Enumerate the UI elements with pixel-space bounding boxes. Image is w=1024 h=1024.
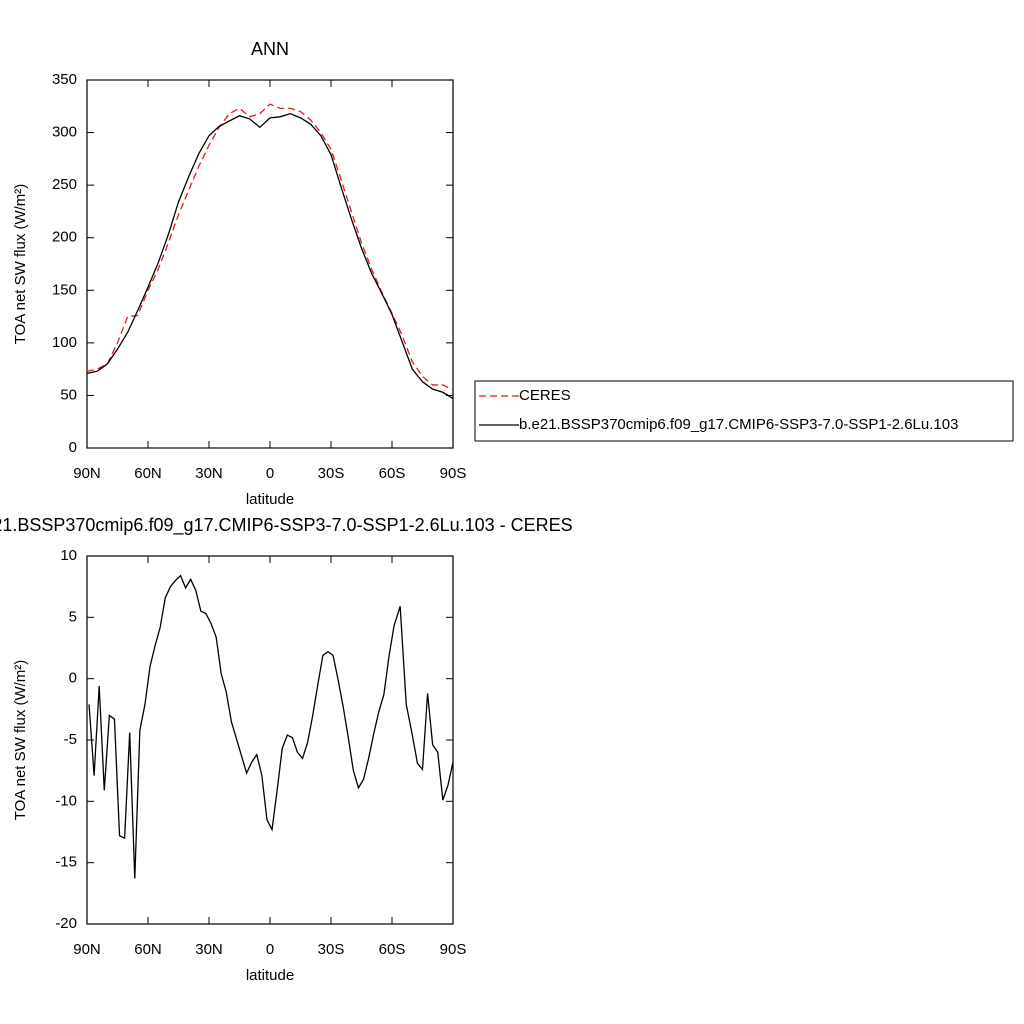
y-tick-label: 150 xyxy=(52,281,77,298)
y-tick-label: 100 xyxy=(52,334,77,351)
y-tick-label: 300 xyxy=(52,124,77,141)
x-tick-label: 90N xyxy=(73,941,101,958)
y-tick-label: 0 xyxy=(69,439,77,456)
x-tick-label: 60N xyxy=(134,941,162,958)
x-tick-label: 90S xyxy=(440,941,467,958)
x-axis-label: latitude xyxy=(246,967,294,984)
legend-label: CERES xyxy=(519,387,571,404)
y-tick-label: 10 xyxy=(60,547,77,564)
x-tick-label: 0 xyxy=(266,465,274,482)
y-tick-label: 200 xyxy=(52,229,77,246)
y-tick-label: 350 xyxy=(52,71,77,88)
y-tick-label: 5 xyxy=(69,608,77,625)
data-line xyxy=(86,112,454,400)
y-tick-label: -10 xyxy=(55,792,77,809)
y-tick-label: -5 xyxy=(64,731,77,748)
y-tick-label: 250 xyxy=(52,176,77,193)
chart-title: b.e21.BSSP370cmip6.f09_g17.CMIP6-SSP3-7.… xyxy=(0,515,573,536)
legend-label: b.e21.BSSP370cmip6.f09_g17.CMIP6-SSP3-7.… xyxy=(519,416,958,433)
x-tick-label: 60S xyxy=(379,941,406,958)
x-tick-label: 30N xyxy=(195,941,223,958)
x-axis-label: latitude xyxy=(246,491,294,508)
x-tick-label: 60N xyxy=(134,465,162,482)
y-axis-label: TOA net SW flux (W/m²) xyxy=(12,660,29,821)
x-tick-label: 90S xyxy=(440,465,467,482)
legend-box xyxy=(474,380,1014,442)
y-tick-label: 50 xyxy=(60,386,77,403)
x-tick-label: 30N xyxy=(195,465,223,482)
x-tick-label: 90N xyxy=(73,465,101,482)
x-tick-label: 30S xyxy=(318,465,345,482)
y-tick-label: -20 xyxy=(55,915,77,932)
x-tick-label: 60S xyxy=(379,465,406,482)
chart-title: ANN xyxy=(251,39,289,59)
x-tick-label: 0 xyxy=(266,941,274,958)
y-tick-label: -15 xyxy=(55,854,77,871)
y-axis-label: TOA net SW flux (W/m²) xyxy=(12,184,29,345)
x-tick-label: 30S xyxy=(318,941,345,958)
data-line xyxy=(86,103,454,391)
y-tick-label: 0 xyxy=(69,670,77,687)
data-line xyxy=(88,574,454,879)
plot-frame xyxy=(86,79,454,449)
